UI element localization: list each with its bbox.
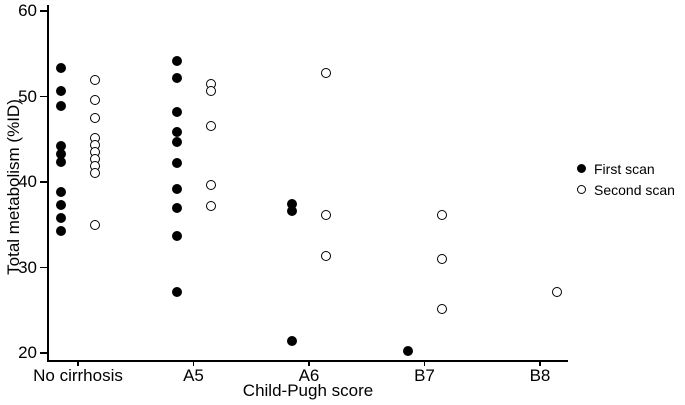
x-tick	[308, 360, 310, 366]
data-point-second-scan	[90, 112, 100, 123]
data-point-first-scan	[56, 148, 66, 159]
legend: First scan Second scan	[577, 158, 675, 200]
y-tick	[40, 10, 47, 12]
x-tick-label: B7	[414, 366, 435, 385]
filled-circle-icon	[577, 164, 586, 173]
data-point-second-scan	[90, 219, 100, 230]
data-point-first-scan	[56, 100, 66, 111]
data-point-second-scan	[436, 254, 447, 265]
data-point-second-scan	[90, 75, 100, 86]
y-tick-label: 60	[18, 1, 37, 20]
legend-item: First scan	[577, 158, 675, 179]
data-point-first-scan	[171, 183, 182, 194]
data-point-second-scan	[205, 201, 216, 211]
x-axis-title: Child-Pugh score	[242, 381, 374, 400]
x-tick-label: B8	[529, 366, 551, 385]
data-point-first-scan	[171, 286, 182, 297]
x-tick	[192, 360, 195, 366]
legend-item-label: Second scan	[594, 181, 675, 198]
data-point-first-scan	[287, 206, 297, 217]
data-point-second-scan	[321, 250, 331, 261]
data-point-first-scan	[171, 126, 182, 137]
data-point-first-scan	[56, 86, 66, 97]
y-axis-line	[47, 5, 49, 360]
y-tick-label: 30	[18, 257, 37, 277]
x-tick-label: No cirrhosis	[33, 366, 123, 385]
x-tick-label: A5	[183, 366, 204, 385]
data-point-first-scan	[56, 141, 66, 152]
data-point-first-scan	[56, 187, 66, 198]
data-point-first-scan	[171, 202, 182, 213]
x-tick	[423, 360, 426, 366]
x-tick	[77, 360, 79, 366]
data-point-second-scan	[90, 167, 100, 178]
data-point-first-scan	[171, 136, 182, 147]
data-point-first-scan	[56, 63, 66, 74]
y-tick-label: 40	[18, 172, 37, 192]
data-point-first-scan	[171, 72, 182, 83]
open-circle-icon	[577, 185, 586, 194]
data-point-second-scan	[90, 94, 100, 105]
data-point-first-scan	[171, 106, 182, 117]
data-point-second-scan	[321, 209, 331, 220]
data-point-second-scan	[321, 67, 331, 78]
y-tick	[40, 266, 47, 269]
data-point-second-scan	[552, 286, 562, 297]
data-point-first-scan	[56, 225, 66, 236]
y-tick-label: 50	[18, 86, 37, 106]
data-point-first-scan	[402, 346, 413, 357]
data-point-second-scan	[205, 121, 216, 132]
y-tick-label: 20	[18, 343, 37, 363]
data-point-second-scan	[436, 209, 447, 220]
data-point-second-scan	[205, 180, 216, 191]
x-tick	[539, 360, 541, 366]
x-axis-line	[47, 360, 568, 362]
data-point-first-scan	[171, 230, 182, 241]
data-point-first-scan	[56, 212, 66, 223]
y-tick	[40, 95, 47, 98]
data-point-first-scan	[171, 56, 182, 67]
data-point-first-scan	[56, 200, 66, 211]
x-tick-label: A6	[298, 366, 320, 385]
data-point-first-scan	[287, 199, 297, 210]
legend-item-label: First scan	[594, 160, 655, 177]
y-tick	[40, 352, 47, 354]
y-tick	[40, 181, 47, 183]
data-point-second-scan	[205, 85, 216, 96]
data-point-first-scan	[171, 158, 182, 169]
legend-item: Second scan	[577, 179, 675, 200]
data-point-first-scan	[287, 336, 297, 347]
data-point-second-scan	[436, 303, 447, 314]
data-point-first-scan	[56, 156, 66, 167]
